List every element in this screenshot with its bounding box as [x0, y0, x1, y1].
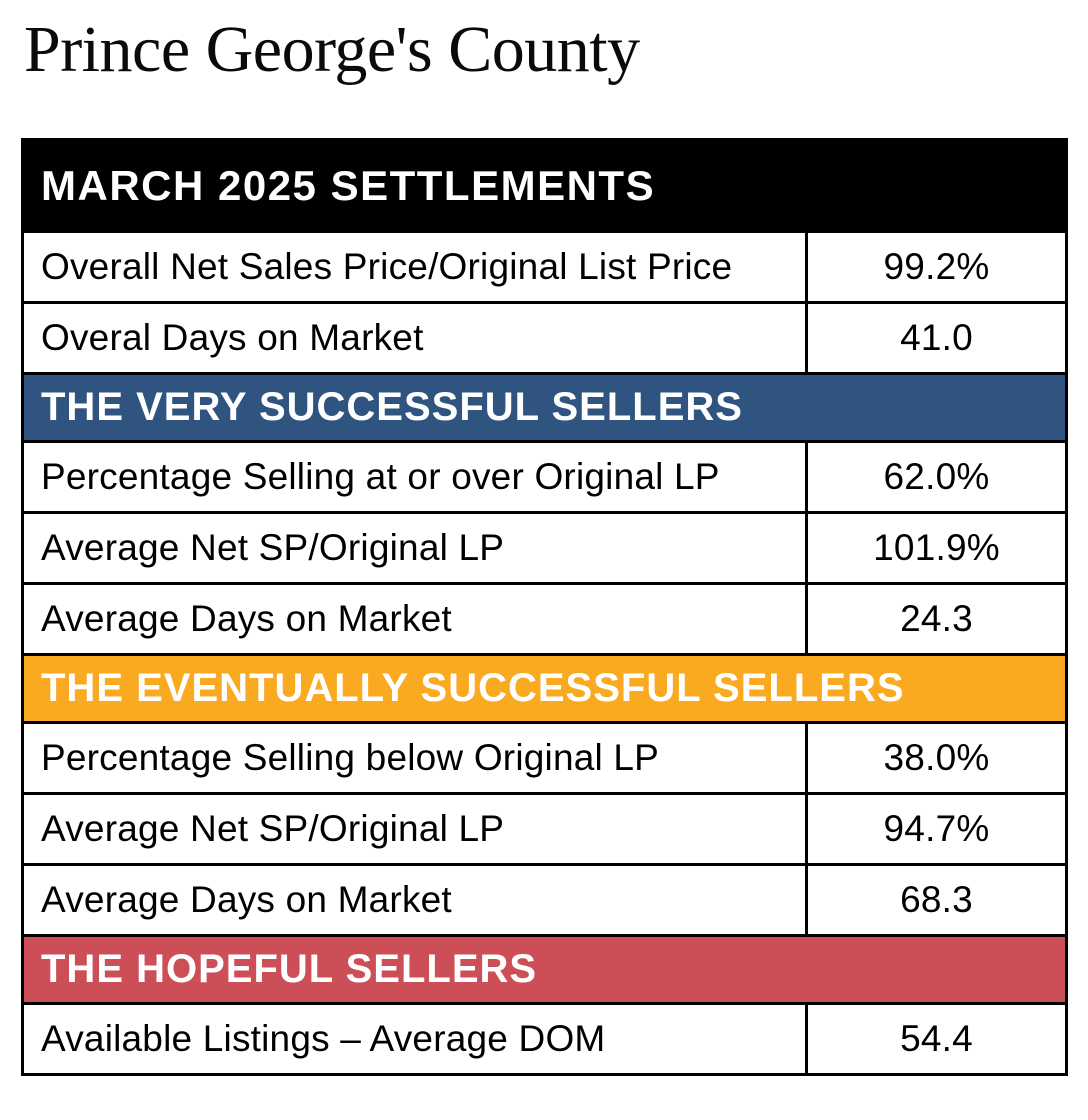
table-row: Percentage Selling below Original LP 38.0… [24, 721, 1065, 792]
metric-value: 101.9% [873, 527, 1000, 568]
metric-value: 38.0% [883, 737, 990, 778]
metric-label: Available Listings – Average DOM [24, 1005, 808, 1073]
metric-value: 62.0% [883, 456, 990, 497]
section-band-hopeful-sellers: THE HOPEFUL SELLERS [24, 934, 1065, 1002]
metric-label: Percentage Selling below Original LP [24, 724, 808, 792]
section-heading: THE HOPEFUL SELLERS [41, 947, 538, 991]
metric-label: Average Days on Market [24, 866, 808, 934]
metric-label: Average Net SP/Original LP [24, 795, 808, 863]
section-heading: THE EVENTUALLY SUCCESSFUL SELLERS [41, 666, 905, 710]
rate-table: MARCH 2025 SETTLEMENTS Overall Net Sales … [21, 138, 1068, 1076]
metric-value: 68.3 [900, 879, 973, 920]
metric-label: Overall Net Sales Price/Original List Pr… [24, 233, 808, 301]
table-row: Average Net SP/Original LP 94.7% [24, 792, 1065, 863]
section-band-very-successful-sellers: THE VERY SUCCESSFUL SELLERS [24, 372, 1065, 440]
metric-label: Percentage Selling at or over Original L… [24, 443, 808, 511]
table-row: Overall Net Sales Price/Original List Pr… [24, 230, 1065, 301]
table-row: Average Days on Market 24.3 [24, 582, 1065, 653]
table-row: Overal Days on Market 41.0 [24, 301, 1065, 372]
table-row: Average Days on Market 68.3 [24, 863, 1065, 934]
metric-value: 94.7% [883, 808, 990, 849]
metric-label: Average Net SP/Original LP [24, 514, 808, 582]
section-band-eventually-successful-sellers: THE EVENTUALLY SUCCESSFUL SELLERS [24, 653, 1065, 721]
metric-value: 54.4 [900, 1018, 973, 1059]
metric-label: Overal Days on Market [24, 304, 808, 372]
metric-value: 41.0 [900, 317, 973, 358]
section-band-settlements: MARCH 2025 SETTLEMENTS [24, 141, 1065, 230]
table-row: Available Listings – Average DOM 54.4 [24, 1002, 1065, 1073]
section-heading: THE VERY SUCCESSFUL SELLERS [41, 385, 743, 429]
metric-value: 99.2% [883, 246, 990, 287]
table-row: Percentage Selling at or over Original L… [24, 440, 1065, 511]
page-title: Prince George's County [24, 13, 640, 86]
metric-value: 24.3 [900, 598, 973, 639]
section-heading: MARCH 2025 SETTLEMENTS [41, 161, 656, 209]
metric-label: Average Days on Market [24, 585, 808, 653]
table-row: Average Net SP/Original LP 101.9% [24, 511, 1065, 582]
